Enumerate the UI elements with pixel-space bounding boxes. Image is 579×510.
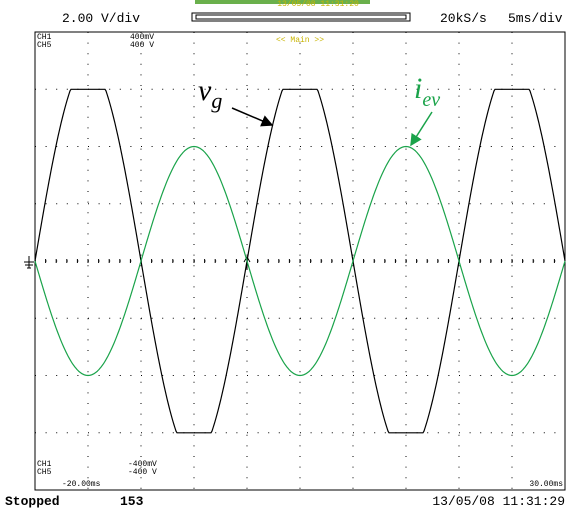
ground-marker	[24, 256, 34, 269]
record-window	[195, 14, 407, 20]
bottom-ch1: CH1	[37, 460, 52, 469]
time-scale: 5ms/div	[508, 11, 563, 26]
bottom-ch5: CH5	[37, 468, 52, 477]
status-count: 153	[120, 494, 144, 509]
voltage-label: vg	[198, 74, 222, 113]
time-start: -20.00ms	[62, 480, 101, 489]
time-end: 30.00ms	[529, 480, 563, 489]
bottom-level-5: -400 V	[128, 468, 157, 477]
voltage-arrow	[231, 107, 274, 127]
zoom-label: << Main >>	[276, 36, 324, 45]
status-state: Stopped	[5, 494, 60, 509]
top-timestamp: 13/05/08 11:31:20	[277, 0, 359, 9]
top-ch1: CH1	[37, 33, 52, 42]
current-label: iev	[414, 72, 440, 111]
record-bar	[195, 0, 370, 4]
bottom-level-1: -400mV	[128, 460, 157, 469]
current-arrow	[410, 111, 433, 147]
top-ch5: CH5	[37, 41, 52, 50]
top-level-1: 400mV	[130, 33, 154, 42]
volt-scale: 2.00 V/div	[62, 11, 140, 26]
top-level-5: 400 V	[130, 41, 154, 50]
record-frame	[191, 12, 411, 22]
grid	[34, 32, 565, 490]
status-timestamp: 13/05/08 11:31:29	[432, 494, 565, 509]
voltage-trace	[34, 88, 566, 434]
sample-rate: 20kS/s	[440, 11, 487, 26]
current-trace	[34, 145, 566, 377]
